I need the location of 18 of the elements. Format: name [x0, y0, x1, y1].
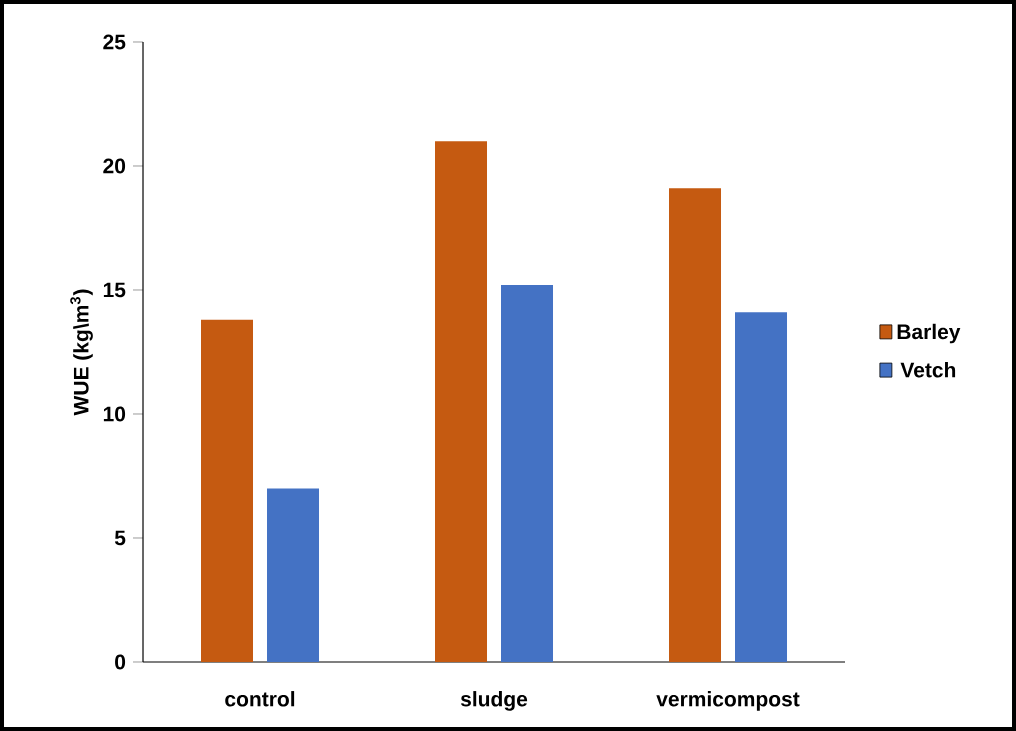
y-tick-label: 20	[103, 158, 126, 174]
x-tick-label: vermicompost	[656, 691, 800, 711]
x-tick-label: sludge	[460, 691, 528, 711]
bar	[201, 319, 253, 662]
x-tick-label: control	[225, 691, 295, 707]
bar	[501, 285, 554, 662]
y-tick-label: 10	[103, 406, 126, 422]
bar	[435, 141, 488, 662]
y-tick-label: 5	[114, 530, 126, 546]
y-tick-label: 15	[103, 282, 126, 298]
legend-label: Vetch	[900, 361, 956, 378]
bar	[267, 488, 320, 662]
legend-label: Barley	[897, 323, 961, 344]
bar	[669, 188, 722, 662]
y-axis-title: WUE (kg\m$^{3}$)	[70, 289, 93, 416]
y-tick-label: 0	[115, 654, 126, 670]
bar	[735, 312, 788, 662]
y-tick-label: 25	[103, 34, 126, 50]
